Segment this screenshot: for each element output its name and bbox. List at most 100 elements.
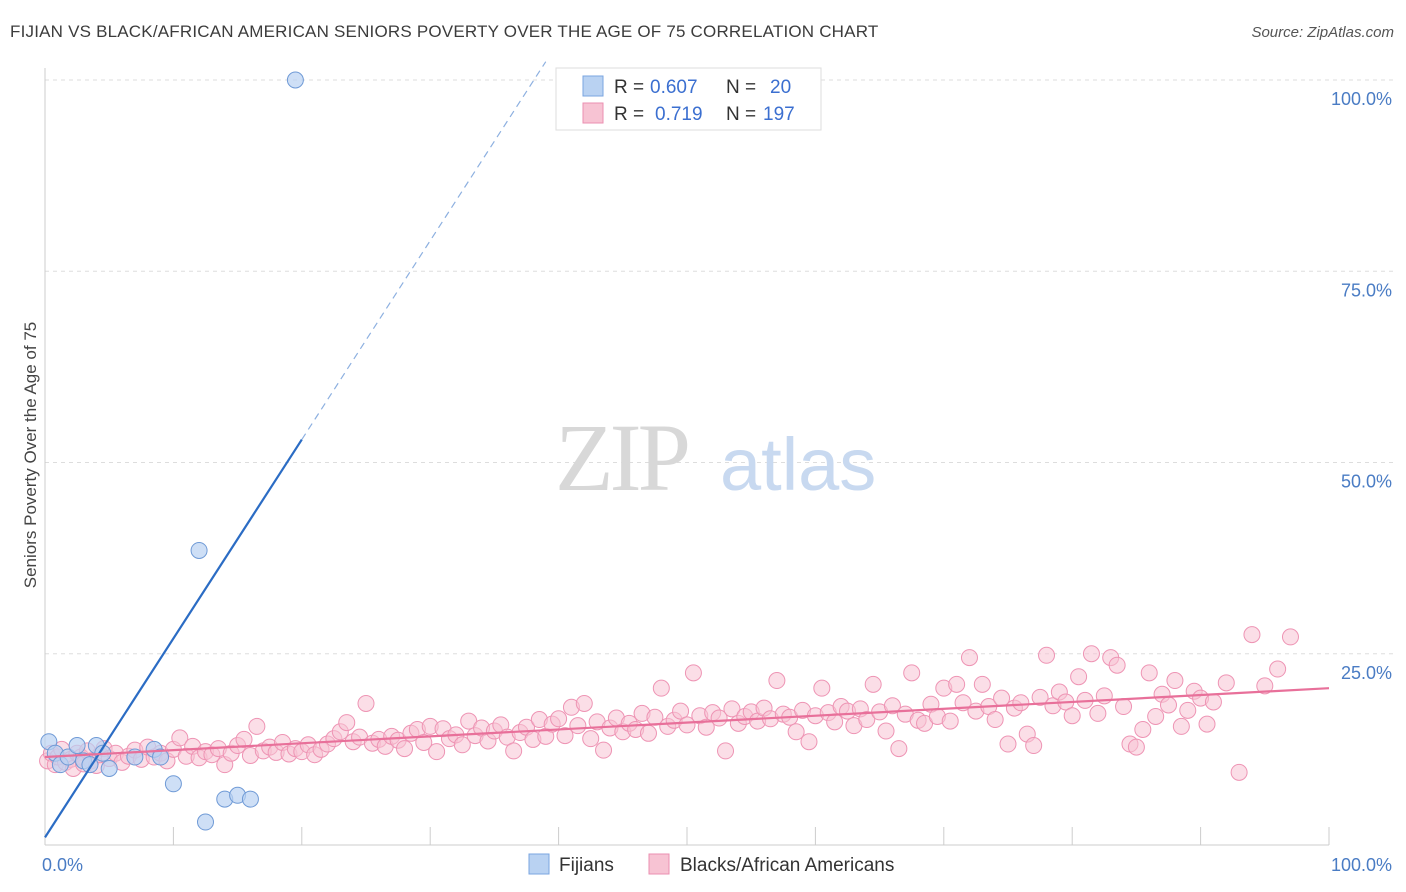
data-point-blacks bbox=[723, 700, 741, 718]
data-point-blacks bbox=[717, 742, 735, 760]
legend-blacks-n-value: 197 bbox=[763, 104, 795, 125]
data-point-blacks bbox=[826, 713, 844, 731]
data-point-blacks bbox=[800, 733, 818, 751]
data-point-fijians bbox=[152, 748, 170, 766]
data-point-blacks bbox=[1179, 701, 1197, 719]
data-point-blacks bbox=[415, 733, 433, 751]
x-tick-label: 100.0% bbox=[1331, 855, 1392, 875]
data-point-fijians bbox=[241, 790, 259, 808]
data-point-blacks bbox=[1243, 626, 1261, 644]
data-point-blacks bbox=[1166, 672, 1184, 690]
series-fijians-points bbox=[40, 71, 304, 831]
data-point-blacks bbox=[1147, 707, 1165, 725]
x-tick-labels: 0.0% 100.0% bbox=[42, 855, 1392, 875]
data-point-blacks bbox=[877, 722, 895, 740]
trend-line-fijians-extension bbox=[301, 61, 547, 440]
legend-fijians-n-label: N = bbox=[726, 77, 756, 98]
data-point-blacks bbox=[1115, 698, 1133, 716]
x-tick-label: 0.0% bbox=[42, 855, 83, 875]
data-point-blacks bbox=[556, 727, 574, 745]
data-point-blacks bbox=[569, 717, 587, 735]
data-point-blacks bbox=[1281, 628, 1299, 646]
data-point-blacks bbox=[1217, 674, 1235, 692]
legend-bottom: Fijians Blacks/African Americans bbox=[528, 853, 894, 876]
data-point-blacks bbox=[1204, 693, 1222, 711]
legend-fijians-n-value: 20 bbox=[770, 77, 791, 98]
data-point-blacks bbox=[453, 736, 471, 754]
data-point-blacks bbox=[941, 712, 959, 730]
data-point-blacks bbox=[595, 741, 613, 759]
data-point-blacks bbox=[248, 717, 266, 735]
data-point-blacks bbox=[948, 675, 966, 693]
data-point-blacks bbox=[684, 664, 702, 682]
grid-lines bbox=[45, 79, 1395, 655]
data-point-blacks bbox=[1108, 656, 1126, 674]
legend-swatch-fijians bbox=[582, 75, 604, 97]
data-point-blacks bbox=[1230, 763, 1248, 781]
legend-blacks-r-label: R = bbox=[614, 104, 644, 125]
data-point-blacks bbox=[652, 679, 670, 697]
data-point-fijians bbox=[286, 71, 304, 89]
legend-bottom-swatch-fijians bbox=[528, 853, 550, 875]
data-point-fijians bbox=[164, 775, 182, 793]
data-point-blacks bbox=[357, 694, 375, 712]
data-point-fijians bbox=[68, 737, 86, 755]
data-point-blacks bbox=[768, 672, 786, 690]
y-tick-label: 25.0% bbox=[1341, 663, 1392, 683]
data-point-blacks bbox=[1134, 720, 1152, 738]
data-point-blacks bbox=[960, 649, 978, 667]
y-tick-labels: 100.0% 75.0% 50.0% 25.0% bbox=[1331, 89, 1392, 683]
data-point-blacks bbox=[1031, 688, 1049, 706]
data-point-blacks bbox=[1070, 668, 1088, 686]
data-point-blacks bbox=[787, 723, 805, 741]
data-point-fijians bbox=[100, 760, 118, 777]
series-blacks-points bbox=[39, 626, 1299, 781]
data-point-blacks bbox=[1082, 645, 1100, 663]
data-point-blacks bbox=[1256, 677, 1274, 695]
data-point-blacks bbox=[505, 742, 523, 760]
data-point-blacks bbox=[1127, 738, 1145, 756]
data-point-blacks bbox=[1012, 694, 1030, 712]
data-point-blacks bbox=[1089, 704, 1107, 722]
data-point-blacks bbox=[1025, 737, 1043, 755]
trend-line-fijians bbox=[44, 438, 303, 838]
data-point-blacks bbox=[396, 740, 414, 758]
data-point-blacks bbox=[639, 724, 657, 742]
legend-top: R = 0.607 N = 20 R = 0.719 N = 197 bbox=[555, 67, 822, 131]
legend-blacks-n-label: N = bbox=[726, 104, 756, 125]
legend-fijians-r-value: 0.607 bbox=[650, 77, 698, 98]
legend-bottom-fijians: Fijians bbox=[559, 855, 614, 876]
trend-lines bbox=[44, 61, 1330, 838]
data-point-blacks bbox=[864, 675, 882, 693]
data-point-blacks bbox=[550, 710, 568, 728]
data-point-blacks bbox=[1063, 707, 1081, 725]
y-tick-label: 50.0% bbox=[1341, 472, 1392, 492]
data-point-blacks bbox=[1038, 646, 1056, 664]
data-point-blacks bbox=[678, 716, 696, 734]
data-point-blacks bbox=[338, 714, 356, 732]
legend-fijians-r-label: R = bbox=[614, 77, 644, 98]
chart-title: FIJIAN VS BLACK/AFRICAN AMERICAN SENIORS… bbox=[10, 22, 879, 41]
legend-bottom-blacks: Blacks/African Americans bbox=[680, 855, 894, 876]
watermark-zip: ZIP bbox=[555, 404, 688, 511]
data-point-blacks bbox=[986, 711, 1004, 729]
data-point-blacks bbox=[1198, 715, 1216, 733]
y-tick-label: 100.0% bbox=[1331, 89, 1392, 109]
data-point-blacks bbox=[903, 664, 921, 682]
data-point-blacks bbox=[890, 740, 908, 758]
data-point-blacks bbox=[1160, 696, 1177, 714]
data-point-blacks bbox=[575, 694, 593, 712]
data-point-blacks bbox=[1172, 717, 1190, 735]
source-credit: Source: ZipAtlas.com bbox=[1251, 24, 1394, 41]
data-point-fijians bbox=[190, 541, 208, 559]
data-point-blacks bbox=[171, 729, 189, 747]
data-point-blacks bbox=[813, 679, 831, 697]
data-point-blacks bbox=[672, 702, 690, 720]
data-point-blacks bbox=[973, 675, 991, 693]
y-axis-label: Seniors Poverty Over the Age of 75 bbox=[21, 322, 40, 588]
watermark-atlas: atlas bbox=[720, 423, 876, 506]
data-point-blacks bbox=[999, 735, 1017, 753]
data-point-blacks bbox=[883, 697, 901, 715]
data-point-blacks bbox=[697, 718, 715, 736]
